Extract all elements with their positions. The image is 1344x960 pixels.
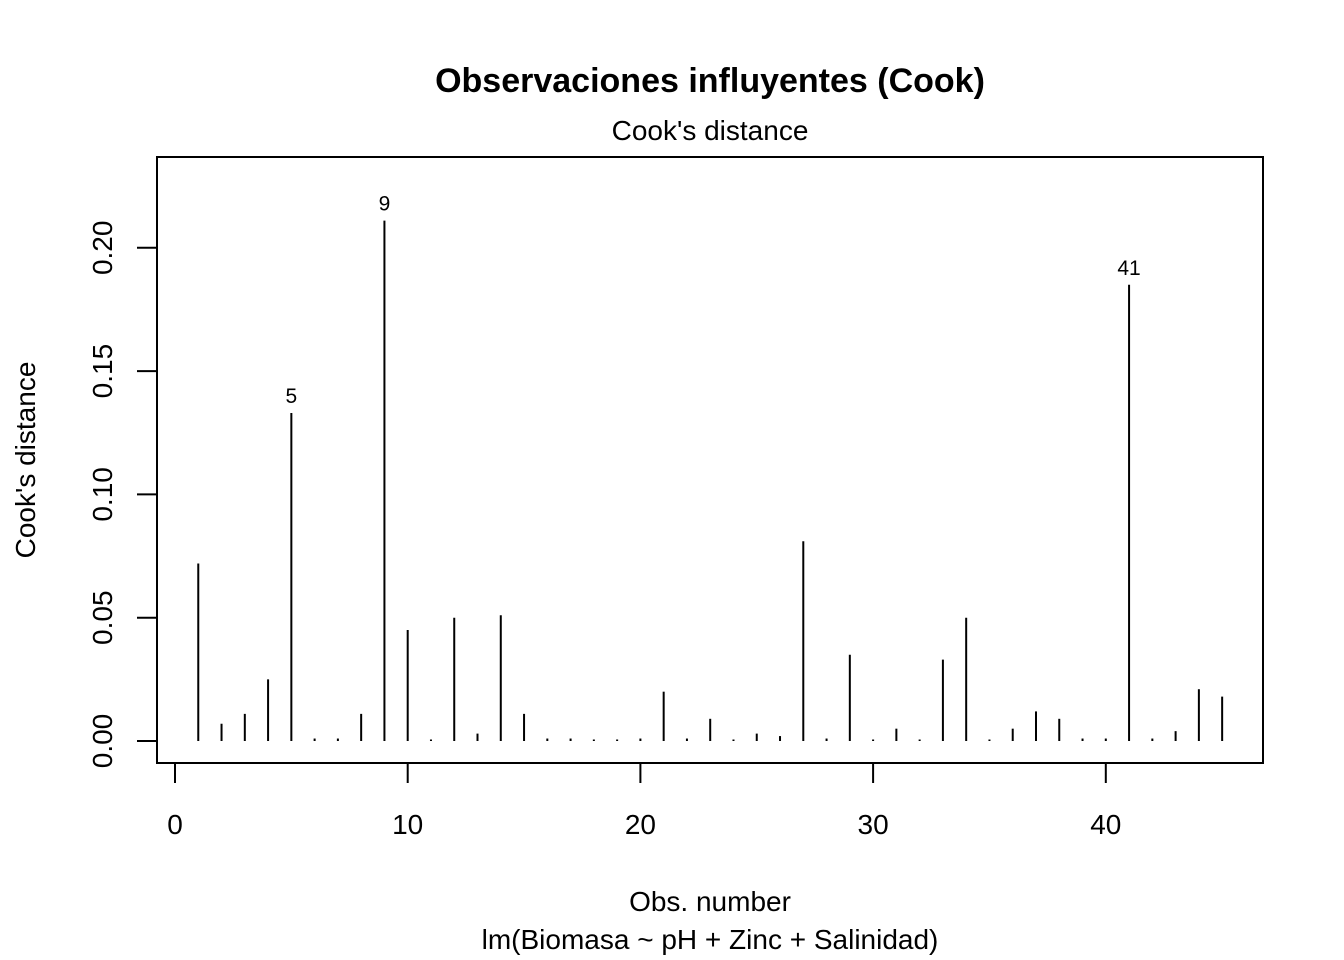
- y-axis-label: Cook's distance: [10, 362, 41, 559]
- point-label-41: 41: [1117, 257, 1140, 280]
- point-labels-group: 5 9 41: [286, 193, 1141, 408]
- y-tick-label: 0.00: [87, 714, 118, 769]
- bars-group: [197, 220, 1224, 741]
- x-axis-sublabel: lm(Biomasa ~ pH + Zinc + Salinidad): [482, 924, 939, 955]
- x-tick-label: 10: [392, 809, 423, 840]
- y-tick-label: 0.10: [87, 467, 118, 522]
- y-axis: 0.00 0.05 0.10 0.15 0.20: [87, 221, 158, 769]
- x-tick-label: 0: [167, 809, 183, 840]
- y-tick-label: 0.20: [87, 221, 118, 275]
- point-label-5: 5: [286, 385, 298, 408]
- x-tick-label: 20: [625, 809, 656, 840]
- x-tick-label: 40: [1090, 809, 1121, 840]
- y-tick-label: 0.15: [87, 344, 118, 399]
- x-axis: 0 10 20 30 40: [167, 762, 1121, 840]
- chart-title: Observaciones influyentes (Cook): [435, 62, 985, 100]
- x-tick-label: 30: [858, 809, 889, 840]
- x-axis-label: Obs. number: [629, 886, 791, 917]
- chart-subtitle: Cook's distance: [612, 115, 809, 146]
- point-label-9: 9: [379, 193, 391, 216]
- plot-frame: [156, 156, 1264, 764]
- y-tick-label: 0.05: [87, 590, 118, 645]
